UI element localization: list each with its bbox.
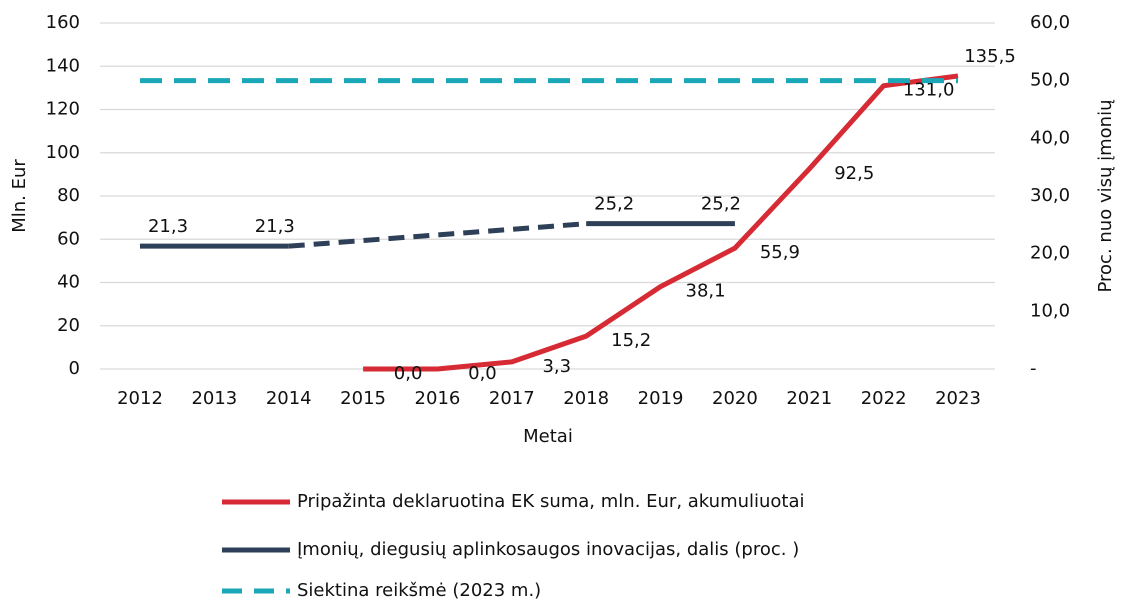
y-tick-label: 140 (46, 55, 80, 76)
legend-label: Įmonių, diegusių aplinkosaugos inovacija… (297, 539, 799, 560)
y-tick-label: 40 (57, 272, 80, 293)
y-tick-label: 120 (46, 99, 80, 120)
data-label: 21,3 (148, 216, 188, 237)
x-tick-label: 2019 (638, 388, 684, 409)
data-label: 0,0 (468, 363, 497, 384)
data-label: 0,0 (394, 363, 423, 384)
data-label: 38,1 (686, 281, 726, 302)
data-label: 92,5 (834, 163, 874, 184)
x-tick-label: 2015 (340, 388, 386, 409)
y2-tick-label: 40,0 (1030, 127, 1070, 148)
data-label: 55,9 (760, 242, 800, 263)
data-label: 3,3 (542, 356, 571, 377)
data-label: 21,3 (255, 216, 295, 237)
data-label: 131,0 (903, 80, 955, 101)
x-tick-label: 2018 (563, 388, 609, 409)
series-line (140, 221, 735, 249)
y-tick-label: 100 (46, 142, 80, 163)
gap-connector (288, 221, 587, 249)
x-tick-label: 2016 (415, 388, 461, 409)
x-tick-label: 2021 (786, 388, 832, 409)
y2-tick-label: 20,0 (1030, 243, 1070, 264)
y-tick-label: 80 (57, 185, 80, 206)
x-tick-label: 2023 (935, 388, 981, 409)
data-label: 135,5 (964, 46, 1016, 67)
x-tick-label: 2013 (191, 388, 237, 409)
y-tick-label: 60 (57, 228, 80, 249)
data-label: 25,2 (594, 194, 634, 215)
y2-tick-label: 50,0 (1030, 70, 1070, 91)
x-axis-title: Metai (523, 426, 573, 447)
y-tick-label: 0 (69, 358, 80, 379)
x-tick-label: 2012 (117, 388, 163, 409)
y2-tick-label: 10,0 (1030, 300, 1070, 321)
data-label: 25,2 (701, 194, 741, 215)
legend-label: Pripažinta deklaruotina EK suma, mln. Eu… (297, 491, 805, 512)
x-tick-label: 2017 (489, 388, 535, 409)
data-label: 15,2 (611, 330, 651, 351)
legend-label: Siektina reikšmė (2023 m.) (297, 580, 541, 601)
y2-tick-label: - (1030, 358, 1037, 379)
y2-tick-label: 30,0 (1030, 185, 1070, 206)
x-tick-label: 2014 (266, 388, 312, 409)
series-line (363, 73, 959, 372)
y-tick-label: 160 (46, 12, 80, 33)
y-tick-label: 20 (57, 315, 80, 336)
x-tick-label: 2022 (861, 388, 907, 409)
y2-tick-label: 60,0 (1030, 12, 1070, 33)
x-tick-label: 2020 (712, 388, 758, 409)
y-axis-title: Mln. Eur (9, 159, 30, 233)
y2-axis-title: Proc. nuo visų įmonių (1095, 99, 1116, 293)
